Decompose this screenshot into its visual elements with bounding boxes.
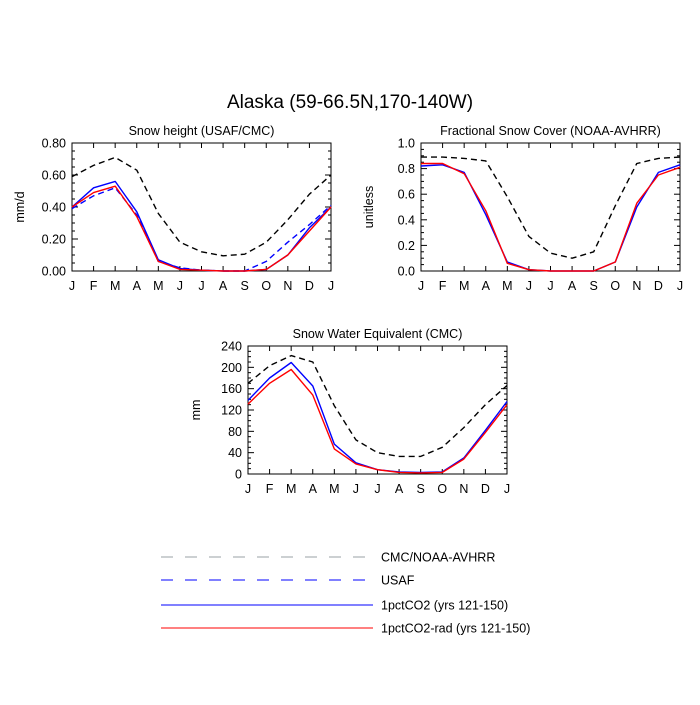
series-line-pct [420, 164, 681, 272]
legend-label-usaf: USAF [381, 574, 415, 588]
x-tick-label: N [283, 279, 292, 293]
y-tick-label: 0.00 [42, 265, 66, 279]
series-line-pct [247, 361, 508, 474]
y-axis-label: mm [189, 400, 203, 421]
x-tick-label: A [309, 482, 318, 496]
y-tick-label: 0 [235, 468, 242, 482]
legend-label-pct: 1pctCO2 (yrs 121-150) [381, 599, 508, 613]
chart-fractional-snow-cover: Fractional Snow Cover (NOAA-AVHRR) unitle… [362, 124, 683, 293]
y-tick-label: 0.6 [398, 188, 415, 202]
x-tick-label: J [353, 482, 359, 496]
x-tick-label: S [416, 482, 424, 496]
x-tick-label: M [286, 482, 296, 496]
y-tick-label: 200 [221, 361, 242, 375]
y-tick-label: 1.0 [398, 137, 415, 151]
x-tick-label: O [261, 279, 271, 293]
x-tick-label: F [266, 482, 274, 496]
x-tick-label: J [328, 279, 334, 293]
panel-title: Snow height (USAF/CMC) [129, 124, 275, 138]
y-tick-label: 0.8 [398, 162, 415, 176]
x-tick-label: J [677, 279, 683, 293]
x-tick-label: F [439, 279, 447, 293]
y-tick-label: 40 [228, 446, 242, 460]
y-tick-label: 0.4 [398, 213, 415, 227]
x-tick-label: A [482, 279, 491, 293]
x-tick-label: M [502, 279, 512, 293]
y-tick-label: 0.2 [398, 239, 415, 253]
x-tick-label: A [568, 279, 577, 293]
y-tick-label: 160 [221, 382, 242, 396]
panel-title: Snow Water Equivalent (CMC) [293, 327, 463, 341]
x-tick-label: D [654, 279, 663, 293]
x-tick-label: J [374, 482, 380, 496]
x-tick-label: A [395, 482, 404, 496]
x-tick-label: F [90, 279, 98, 293]
plot-frame [420, 142, 681, 272]
y-tick-label: 0.60 [42, 169, 66, 183]
series-line-rad [71, 185, 332, 272]
x-tick-label: N [459, 482, 468, 496]
y-tick-label: 80 [228, 425, 242, 439]
chart-snow-water-equivalent: Snow Water Equivalent (CMC)mmJ F M A M J J A S O N… [189, 327, 510, 496]
series-line-pct [71, 180, 332, 272]
x-tick-label: D [305, 279, 314, 293]
x-tick-label: S [589, 279, 597, 293]
legend-label-rad: 1pctCO2-rad (yrs 121-150) [381, 622, 530, 636]
x-tick-label: M [329, 482, 339, 496]
legend-label-obs: CMC/NOAA-AVHRR [381, 551, 495, 565]
panel-title: Fractional Snow Cover (NOAA-AVHRR) [440, 124, 661, 138]
series-line-rad [247, 368, 508, 474]
series-line-obs [421, 156, 681, 259]
series-line-usaf [71, 187, 332, 272]
series-line-obs [71, 156, 332, 257]
y-tick-label: 0.80 [42, 137, 66, 151]
x-tick-label: J [504, 482, 510, 496]
y-tick-label: 0.0 [398, 265, 415, 279]
x-tick-label: D [481, 482, 490, 496]
figure-title: Alaska (59-66.5N,170-140W) [227, 92, 473, 113]
x-tick-label: J [198, 279, 204, 293]
x-tick-label: J [245, 482, 251, 496]
x-tick-label: O [437, 482, 447, 496]
y-tick-label: 120 [221, 404, 242, 418]
x-tick-label: A [219, 279, 228, 293]
y-tick-label: 0.40 [42, 201, 66, 215]
x-tick-label: M [459, 279, 469, 293]
x-tick-label: N [632, 279, 641, 293]
x-tick-label: J [418, 279, 424, 293]
y-tick-label: 240 [221, 340, 242, 354]
x-tick-label: O [610, 279, 620, 293]
chart-snow-height: Snow height (USAF/CMC)mm/dJ F M A M J J A S O N D J0… [13, 124, 334, 293]
x-tick-label: M [153, 279, 163, 293]
x-tick-label: J [526, 279, 532, 293]
x-tick-label: A [133, 279, 142, 293]
y-tick-label: 0.20 [42, 233, 66, 247]
legend: CMC/NOAA-AVHRR USAF 1pctCO2 (yrs 121-150) 1… [161, 551, 530, 636]
x-tick-label: J [69, 279, 75, 293]
x-tick-label: S [240, 279, 248, 293]
x-tick-label: M [110, 279, 120, 293]
y-axis-label: mm/d [13, 191, 27, 222]
x-tick-label: J [177, 279, 183, 293]
x-tick-label: J [547, 279, 553, 293]
series-line-obs [247, 354, 508, 458]
y-axis-label: unitless [362, 186, 376, 228]
series-line-rad [421, 162, 681, 272]
